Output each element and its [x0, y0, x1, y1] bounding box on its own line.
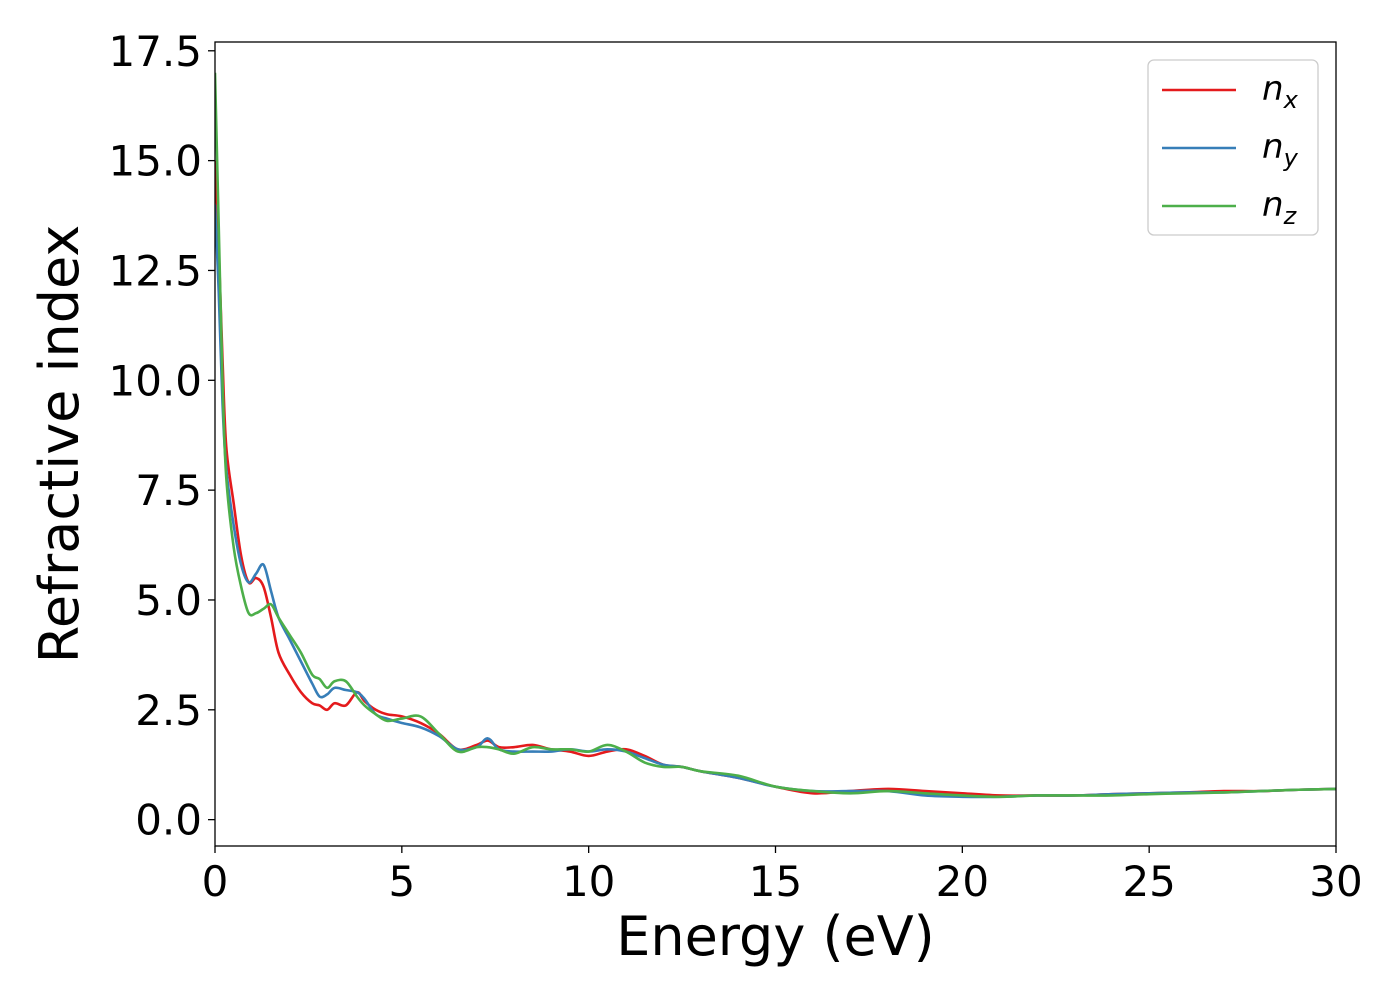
x-tick-label: 20 [936, 857, 989, 906]
x-tick-label: 0 [202, 857, 229, 906]
y-tick-label: 0.0 [135, 796, 202, 845]
series-lines [215, 72, 1336, 799]
x-axis-title: Energy (eV) [616, 905, 935, 968]
y-tick-label: 5.0 [135, 576, 202, 625]
series-line-ny [215, 204, 1336, 799]
series-line-nz [215, 72, 1336, 799]
y-tick-label: 12.5 [108, 246, 202, 295]
y-tick-label: 10.0 [108, 356, 202, 405]
y-tick-label: 7.5 [135, 466, 202, 515]
y-tick-label: 2.5 [135, 686, 202, 735]
x-axis-ticks: 0 5 10 15 20 25 30 [202, 846, 1363, 906]
x-tick-label: 5 [388, 857, 415, 906]
y-tick-label: 15.0 [108, 137, 202, 186]
legend-label-ny: ny [1262, 127, 1299, 172]
y-axis-ticks: 0.0 2.5 5.0 7.5 10.0 12.5 15.0 17.5 [108, 27, 215, 845]
x-tick-label: 25 [1122, 857, 1175, 906]
x-tick-label: 10 [562, 857, 615, 906]
x-tick-label: 30 [1309, 857, 1362, 906]
y-tick-label: 17.5 [108, 27, 202, 76]
legend: nx ny nz [1147, 59, 1319, 236]
x-tick-label: 15 [749, 857, 802, 906]
y-axis-title: Refractive index [28, 225, 91, 664]
series-line-nx [215, 160, 1336, 797]
legend-label-nz: nz [1262, 185, 1298, 230]
legend-label-nx: nx [1262, 69, 1299, 114]
